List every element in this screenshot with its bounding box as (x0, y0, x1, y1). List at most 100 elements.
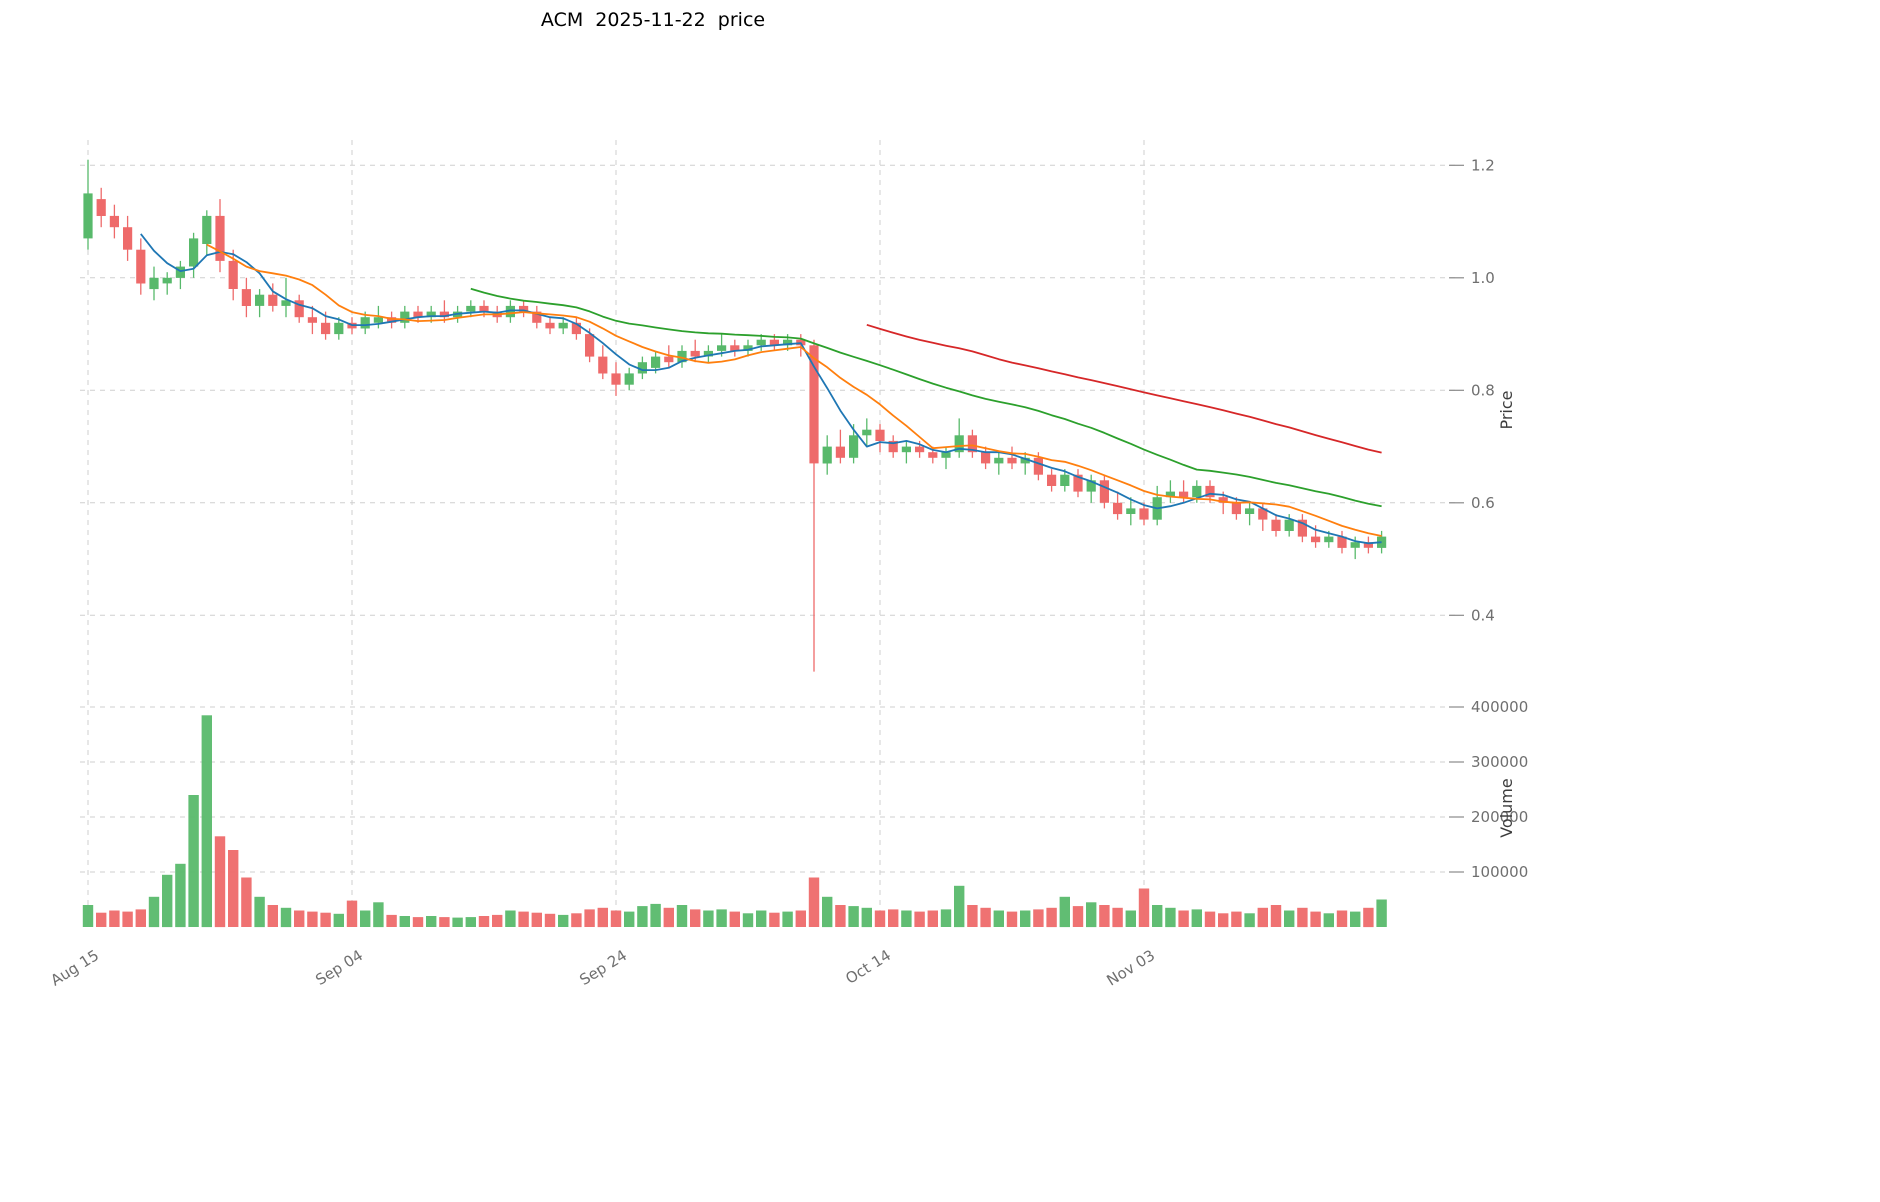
candle-body (1113, 502, 1123, 515)
volume-bar (822, 896, 833, 928)
volume-bar (254, 896, 265, 928)
date-tick-label: Sep 24 (576, 946, 630, 989)
volume-bar (162, 874, 173, 928)
volume-bar (650, 903, 661, 927)
candle-body (545, 322, 555, 329)
candle-body (1350, 542, 1360, 548)
volume-bar (1178, 910, 1189, 927)
volume-bar (1191, 909, 1202, 927)
volume-bar (742, 913, 754, 928)
volume-bar (373, 902, 384, 928)
date-tick-label: Sep 04 (312, 946, 366, 989)
candle-body (571, 322, 581, 335)
volume-bar (558, 914, 569, 927)
volume-bar (307, 911, 318, 927)
candle-body (941, 452, 951, 458)
volume-bar (267, 905, 278, 927)
candle-body (202, 215, 212, 244)
candle-body (1297, 519, 1307, 537)
candle-body (519, 305, 529, 312)
volume-bar (452, 917, 463, 927)
candle-body (1218, 497, 1228, 503)
candle-body (1231, 502, 1241, 515)
volume-bar (1138, 888, 1150, 927)
volume-bar (478, 916, 490, 927)
axes: 0.4 0.6 0.8 1.0 1.2 100000 200000 300000 400000 A… (48, 156, 1529, 989)
candle-body (585, 334, 595, 357)
volume-bar (769, 912, 780, 927)
candle-body (1205, 485, 1215, 498)
candle-body (756, 339, 766, 346)
volume-tick-label: 100000 (1471, 863, 1528, 881)
candle-body (1060, 474, 1070, 486)
candle-body (255, 294, 265, 306)
candle-body (915, 446, 925, 453)
candle-body (1337, 536, 1347, 548)
volume-bar (241, 877, 252, 927)
volume-bar (82, 905, 94, 927)
ma-line-30 (470, 287, 1382, 508)
volume-bar (703, 910, 714, 927)
candle-body (1245, 508, 1255, 514)
volume-bar (888, 909, 899, 927)
candle-body (466, 305, 476, 312)
volume-bar (492, 914, 503, 927)
candle-body (426, 311, 436, 318)
candle-body (624, 373, 634, 385)
volume-bar (597, 907, 608, 928)
volume-bar (426, 916, 437, 927)
volume-bar (716, 909, 727, 927)
candle-body (215, 215, 225, 261)
volume-bar (188, 795, 199, 927)
candle-body (413, 311, 423, 318)
candles (83, 159, 1387, 672)
candle-body (439, 311, 449, 318)
volume-bar (1257, 907, 1268, 928)
candle-body (1033, 457, 1043, 475)
price-axis-label: Price (1497, 390, 1516, 429)
candle-body (400, 311, 410, 323)
candle-body (901, 446, 911, 453)
candle-body (1099, 480, 1109, 503)
price-tick-label: 0.6 (1471, 494, 1495, 512)
volume-bar (280, 907, 292, 928)
candle-body (109, 215, 119, 228)
candle-body (1258, 508, 1268, 520)
candle-body (321, 322, 331, 335)
candle-body (928, 452, 938, 458)
volume-bar (1244, 913, 1255, 928)
volume-bar (1072, 906, 1084, 927)
volume-bar (1112, 907, 1123, 928)
volume-bar (109, 910, 120, 927)
volume-bar (1046, 907, 1057, 928)
volume-bar (518, 911, 529, 927)
volume-bar (1284, 910, 1295, 927)
price-tick-label: 0.4 (1471, 606, 1495, 624)
candle-body (1086, 480, 1096, 492)
candle-body (175, 266, 185, 278)
volume-bar (795, 910, 806, 927)
volume-bar (122, 911, 133, 927)
volume-bar (637, 906, 648, 927)
volume-bar (228, 850, 239, 927)
price-tick-label: 0.8 (1471, 381, 1495, 399)
candle-body (307, 317, 317, 323)
candle-body (875, 429, 885, 441)
volume-bar (1218, 913, 1229, 928)
candle-body (849, 435, 859, 458)
candle-body (479, 305, 489, 312)
candle-body (809, 345, 819, 464)
volume-bar (465, 917, 476, 927)
date-tick-label: Nov 03 (1104, 946, 1159, 989)
volume-bar (993, 910, 1004, 927)
volume-bar (386, 914, 397, 927)
candle-body (743, 345, 753, 351)
date-tick-label: Aug 15 (48, 946, 103, 989)
volume-bar (729, 911, 740, 927)
candle-body (1363, 542, 1373, 548)
volume-bar (1350, 911, 1361, 927)
candle-body (717, 345, 727, 351)
volume-bar (1165, 907, 1176, 928)
volume-bar (1204, 911, 1216, 927)
